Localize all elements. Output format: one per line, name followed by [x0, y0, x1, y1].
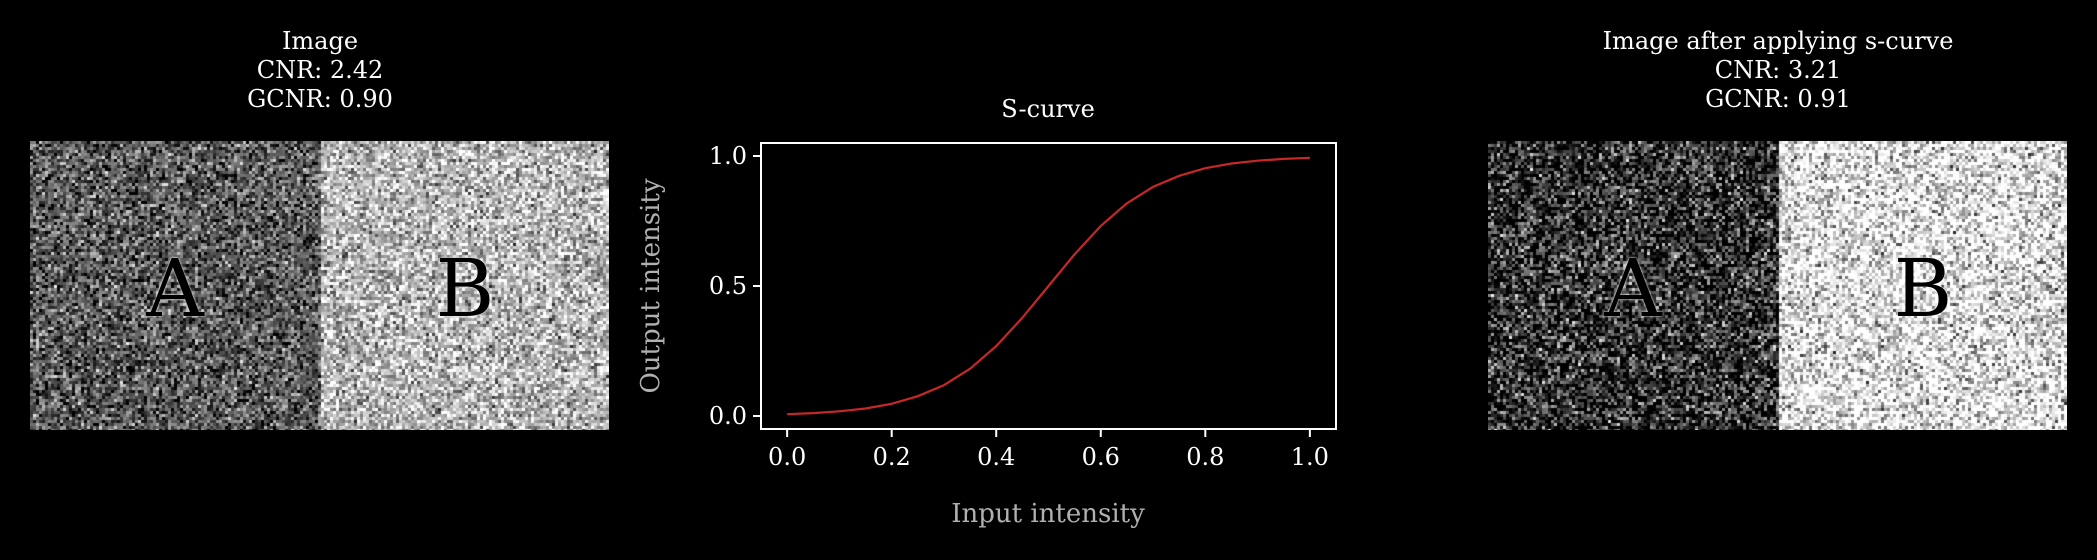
x-tick-label: 0.0	[768, 443, 806, 471]
y-tick-label: 0.0	[709, 402, 747, 430]
y-axis-ticks: 0.0 0.5 1.0	[709, 142, 761, 430]
y-tick-label: 1.0	[709, 142, 747, 170]
x-tick-label: 1.0	[1291, 443, 1329, 471]
x-tick-label: 0.8	[1186, 443, 1224, 471]
chart-title: S-curve	[1001, 95, 1095, 123]
s-curve-line	[787, 156, 1310, 416]
right-noise-canvas	[1488, 141, 2067, 430]
x-tick-label: 0.2	[873, 443, 911, 471]
left-noise-canvas	[30, 141, 609, 430]
x-axis-ticks: 0.0 0.2 0.4 0.6 0.8 1.0	[768, 429, 1329, 471]
x-axis-label: Input intensity	[951, 499, 1145, 529]
x-tick-label: 0.6	[1082, 443, 1120, 471]
series-group	[787, 156, 1310, 416]
left-noise-image: A B	[30, 141, 609, 430]
y-tick-label: 0.5	[709, 272, 747, 300]
left-panel-title: Image CNR: 2.42 GCNR: 0.90	[247, 27, 393, 113]
y-axis-label: Output intensity	[636, 178, 666, 393]
right-panel-title: Image after applying s-curve CNR: 3.21 G…	[1602, 27, 1954, 113]
left-region-a-label: A	[146, 242, 204, 335]
left-region-b-label: B	[435, 242, 495, 335]
x-tick-label: 0.4	[977, 443, 1015, 471]
right-region-a-label: A	[1604, 242, 1662, 335]
right-noise-image: A B	[1488, 141, 2067, 430]
right-region-b-label: B	[1893, 242, 1953, 335]
